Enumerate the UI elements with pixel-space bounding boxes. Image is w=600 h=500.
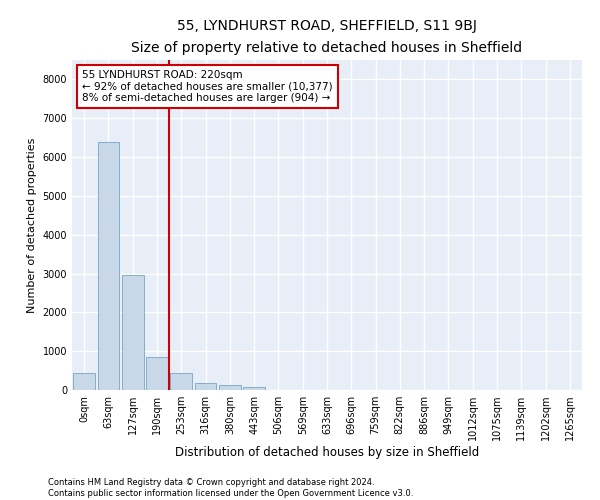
Title: 55, LYNDHURST ROAD, SHEFFIELD, S11 9BJ
Size of property relative to detached hou: 55, LYNDHURST ROAD, SHEFFIELD, S11 9BJ S… bbox=[131, 19, 523, 55]
Bar bbox=[73, 374, 95, 390]
Bar bbox=[243, 388, 265, 390]
Text: 55 LYNDHURST ROAD: 220sqm
← 92% of detached houses are smaller (10,377)
8% of se: 55 LYNDHURST ROAD: 220sqm ← 92% of detac… bbox=[82, 70, 333, 103]
X-axis label: Distribution of detached houses by size in Sheffield: Distribution of detached houses by size … bbox=[175, 446, 479, 459]
Bar bbox=[97, 142, 119, 390]
Bar bbox=[146, 357, 168, 390]
Bar bbox=[194, 383, 217, 390]
Bar bbox=[219, 385, 241, 390]
Text: Contains HM Land Registry data © Crown copyright and database right 2024.
Contai: Contains HM Land Registry data © Crown c… bbox=[48, 478, 413, 498]
Bar bbox=[170, 374, 192, 390]
Bar bbox=[122, 276, 143, 390]
Y-axis label: Number of detached properties: Number of detached properties bbox=[27, 138, 37, 312]
